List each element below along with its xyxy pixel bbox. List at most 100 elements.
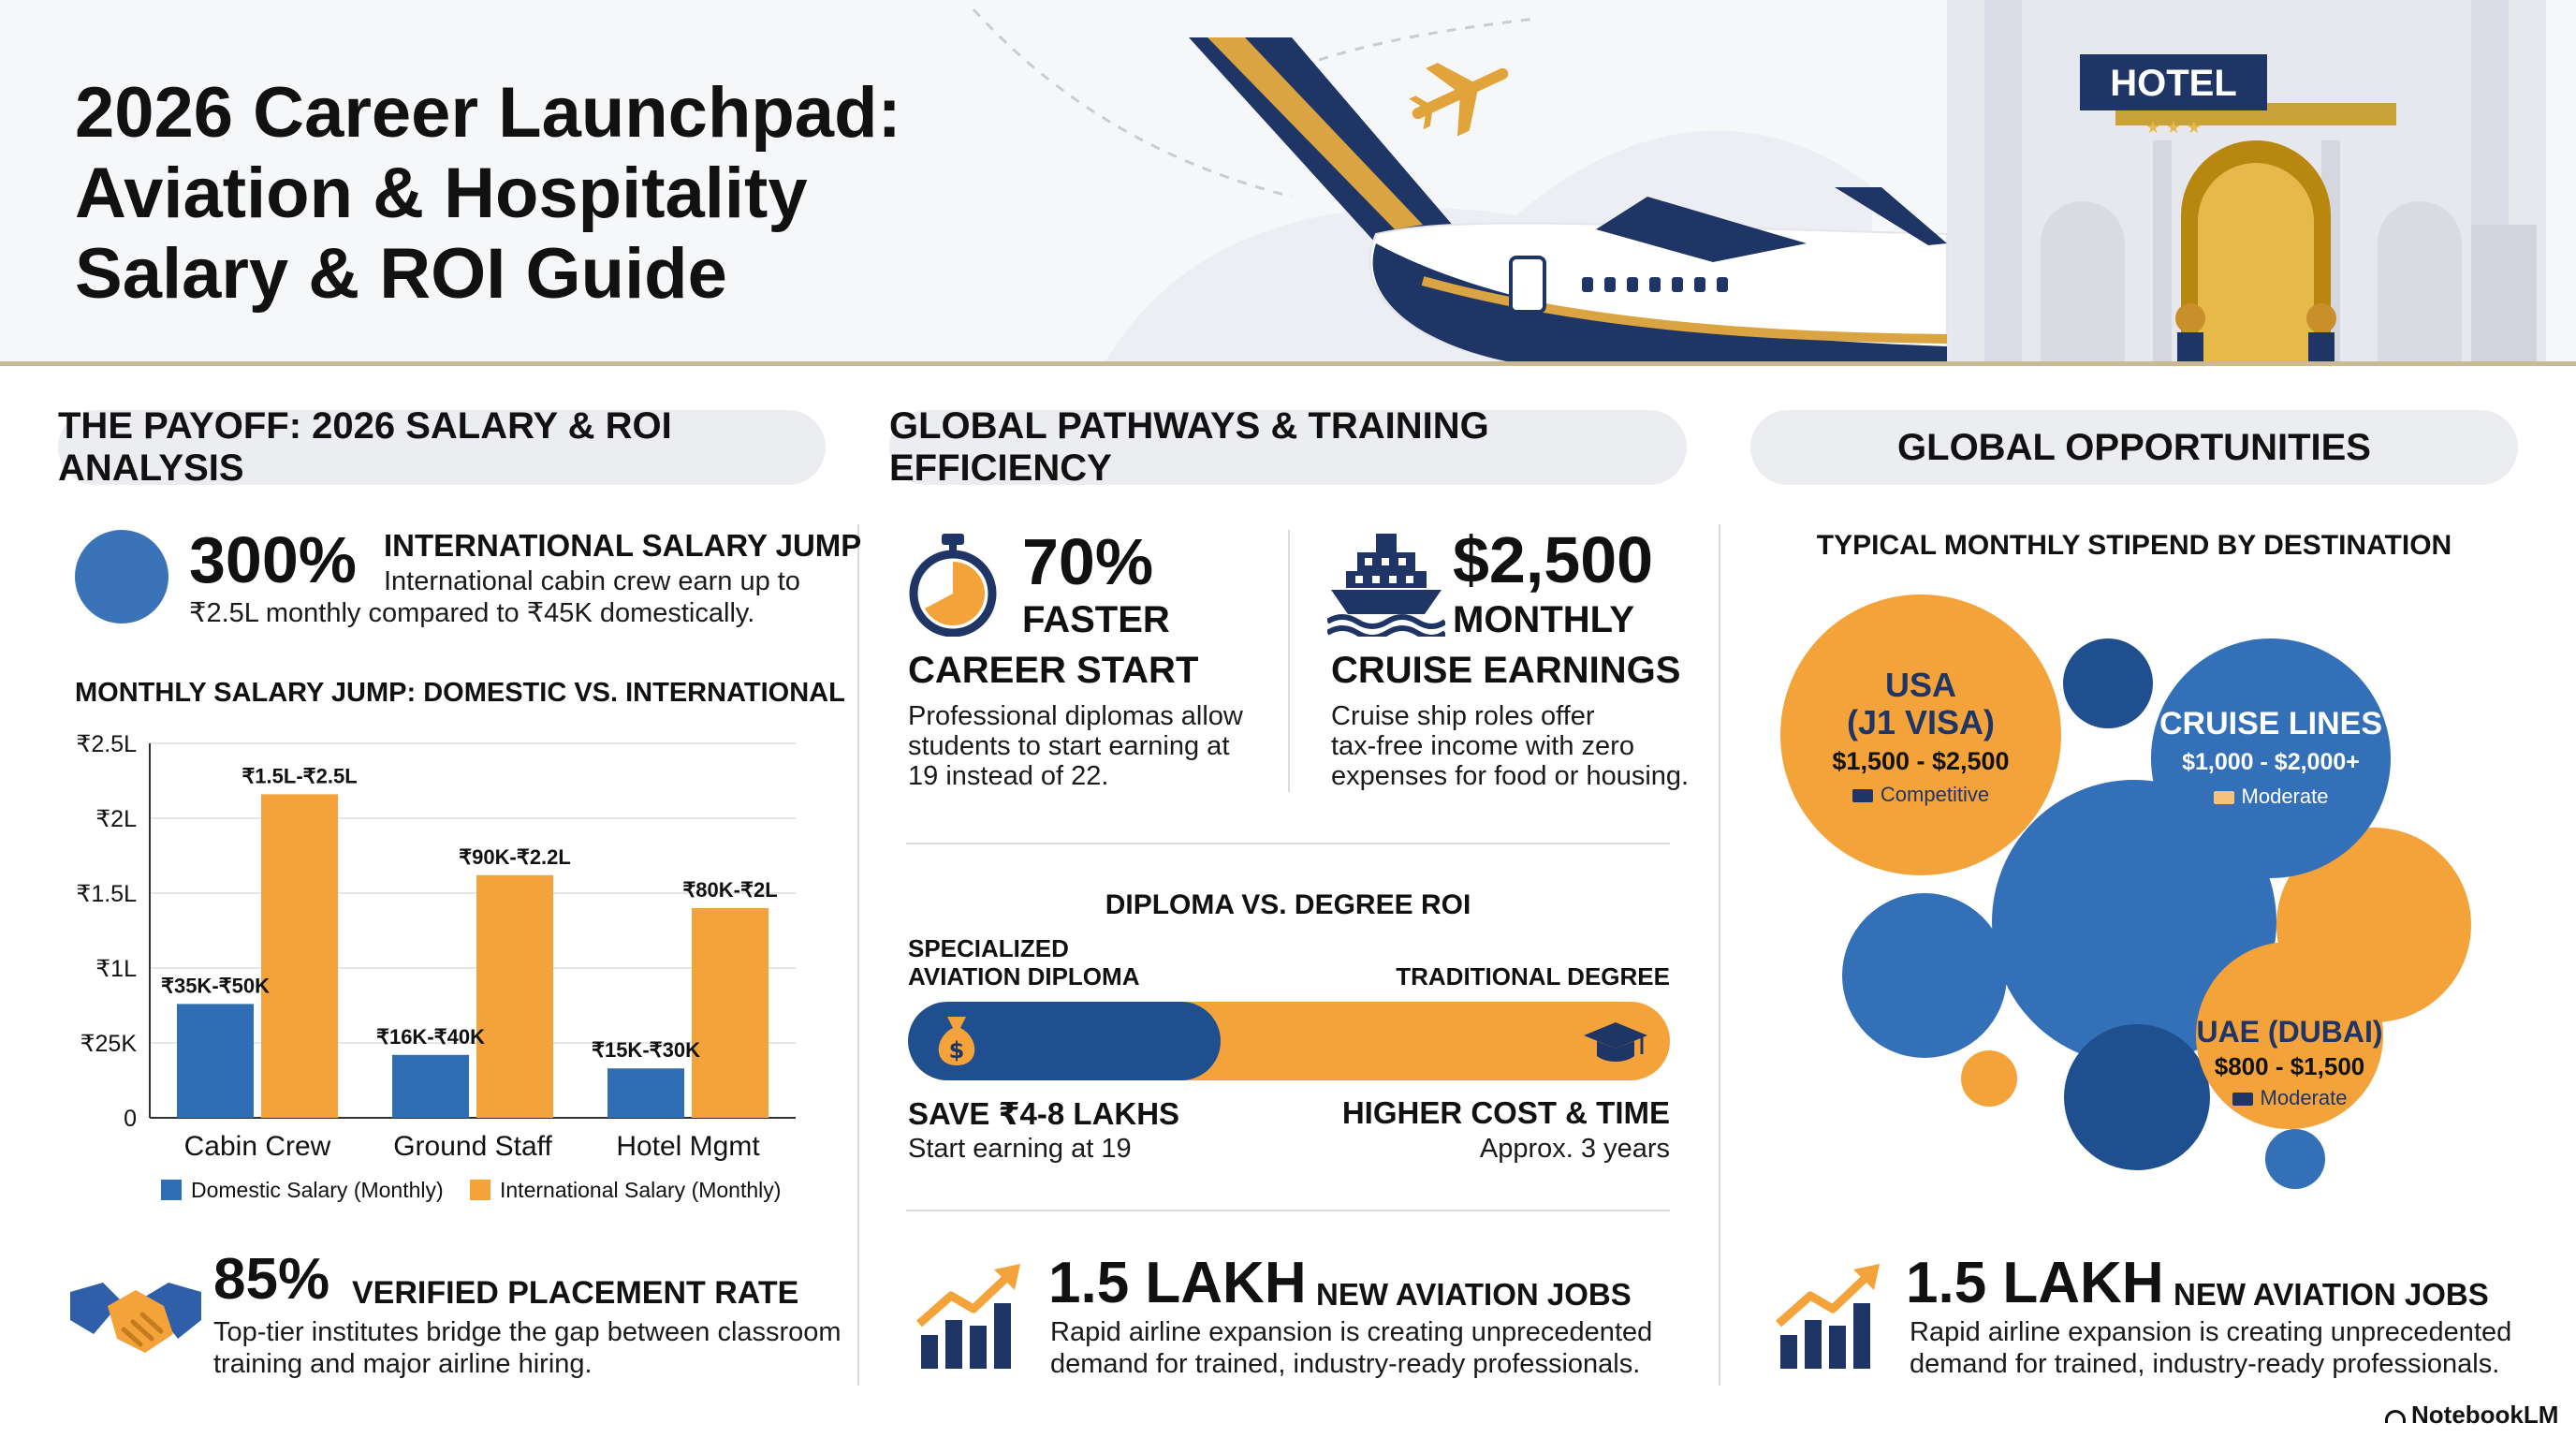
- cruise-desc-1: Cruise ship roles offer: [1331, 701, 1595, 731]
- roi-right-head: HIGHER COST & TIME: [1341, 1095, 1670, 1130]
- cruise-label: CRUISE EARNINGS: [1331, 650, 1681, 691]
- usa-name: USA (J1 VISA): [1780, 667, 2061, 741]
- stipend-bubble-chart: [1780, 594, 2471, 1189]
- uae-name: UAE (DUBAI): [2196, 1015, 2383, 1049]
- bar-value-label: ₹16K-₹40K: [376, 1025, 485, 1049]
- intl-jump-desc-1: International cabin crew earn up to: [384, 566, 800, 596]
- jobs-value-2: 1.5 LAKH: [1906, 1251, 2164, 1315]
- section-header-opportunities: GLOBAL OPPORTUNITIES: [1750, 410, 2518, 485]
- jobs-desc-2-2: demand for trained, industry-ready profe…: [1910, 1349, 2500, 1379]
- airplane-hotel-illustration: HOTEL ★ ★ ★: [972, 0, 2546, 363]
- stipend-title: TYPICAL MONTHLY STIPEND BY DESTINATION: [1816, 530, 2452, 561]
- hotel-building-icon: HOTEL ★ ★ ★: [1947, 0, 2546, 363]
- stat-divider: [1288, 530, 1290, 792]
- faster-value: 70%: [1022, 525, 1154, 598]
- legend-label: International Salary (Monthly): [500, 1178, 781, 1202]
- title-line-2: Aviation & Hospitality: [75, 154, 808, 233]
- intl-jump-desc-2: ₹2.5L monthly compared to ₹45K domestica…: [189, 598, 755, 628]
- legend-swatch: [470, 1180, 490, 1200]
- usa-name-1: USA: [1884, 666, 1956, 704]
- branding: NotebookLM: [2385, 1401, 2558, 1430]
- cruise-ship-icon: [1327, 534, 1445, 637]
- chart-title: MONTHLY SALARY JUMP: DOMESTIC VS. INTERN…: [75, 678, 845, 708]
- jobs-label-2: NEW AVIATION JOBS: [2174, 1277, 2489, 1312]
- jobs-desc-2-1: Rapid airline expansion is creating unpr…: [1910, 1317, 2512, 1347]
- uae-level: Moderate: [2260, 1086, 2348, 1109]
- bubble-small-blue: [2265, 1129, 2325, 1189]
- hotel-sign: HOTEL: [2110, 63, 2237, 104]
- cruise-lines-name: CRUISE LINES: [2159, 706, 2383, 741]
- faster-desc-3: 19 instead of 22.: [908, 761, 1109, 791]
- jobs-label: NEW AVIATION JOBS: [1316, 1277, 1632, 1312]
- roi-left-label-2: AVIATION DIPLOMA: [908, 962, 1140, 990]
- placement-label: VERIFIED PLACEMENT RATE: [352, 1275, 799, 1311]
- bar-value-label: ₹35K-₹50K: [161, 974, 270, 997]
- faster-sub: FASTER: [1022, 599, 1170, 640]
- y-tick-label: 0: [124, 1106, 137, 1132]
- roi-left-label: SPECIALIZED AVIATION DIPLOMA: [908, 934, 1139, 990]
- bubble-cruise: [2151, 638, 2391, 878]
- category-label: Hotel Mgmt: [616, 1131, 760, 1162]
- growth-chart-icon: [1776, 1264, 1880, 1369]
- intl-jump-label: INTERNATIONAL SALARY JUMP: [384, 528, 862, 563]
- small-plane-icon: [1409, 63, 1509, 137]
- cruise-lines-level-row: Moderate: [2130, 785, 2411, 809]
- bar-international: [692, 908, 768, 1118]
- bar-domestic: [607, 1068, 684, 1118]
- bubble-small-orange: [1961, 1050, 2017, 1107]
- placement-desc-2: training and major airline hiring.: [213, 1349, 593, 1379]
- jobs-divider: [906, 1210, 1670, 1211]
- header-divider: [0, 361, 2576, 366]
- blue-dot-icon: [75, 530, 168, 624]
- faster-desc-2: students to start earning at: [908, 731, 1230, 761]
- placement-value: 85%: [213, 1247, 330, 1312]
- hotel-stars: ★ ★ ★: [2145, 118, 2202, 138]
- usa-range: $1,500 - $2,500: [1832, 747, 2010, 775]
- jobs-desc-2: demand for trained, industry-ready profe…: [1050, 1349, 1641, 1379]
- ticket-icon: [2213, 791, 2234, 805]
- cruise-lines-level: Moderate: [2241, 785, 2329, 808]
- category-label: Ground Staff: [393, 1131, 552, 1162]
- money-bag-icon: $: [938, 1017, 975, 1065]
- jobs-value: 1.5 LAKH: [1048, 1251, 1307, 1315]
- category-label: Cabin Crew: [184, 1131, 331, 1162]
- roi-bar: [908, 1002, 1670, 1080]
- cruise-desc-2: tax-free income with zero: [1331, 731, 1634, 761]
- bar-value-label: ₹1.5L-₹2.5L: [242, 764, 357, 787]
- faster-desc-1: Professional diplomas allow: [908, 701, 1243, 731]
- intl-jump-value: 300%: [189, 523, 358, 596]
- section-header-pathways: GLOBAL PATHWAYS & TRAINING EFFICIENCY: [889, 405, 1687, 489]
- legend-label: Domestic Salary (Monthly): [191, 1178, 444, 1202]
- usa-level: Competitive: [1880, 783, 1990, 806]
- placement-desc-1: Top-tier institutes bridge the gap betwe…: [213, 1317, 842, 1347]
- uae-level-row: Moderate: [2149, 1086, 2430, 1110]
- pathways-divider: [906, 843, 1670, 844]
- notebooklm-logo-icon: [2385, 1410, 2406, 1424]
- roi-title: DIPLOMA VS. DEGREE ROI: [1105, 889, 1471, 920]
- bar-value-label: ₹15K-₹30K: [592, 1038, 700, 1062]
- roi-right-sub: Approx. 3 years: [1479, 1134, 1670, 1164]
- legend-swatch: [161, 1180, 182, 1200]
- stopwatch-icon: [909, 534, 997, 637]
- roi-left-sub: Start earning at 19: [908, 1134, 1132, 1164]
- bar-international: [261, 794, 338, 1118]
- y-tick-label: ₹1.5L: [76, 881, 137, 907]
- branding-text: NotebookLM: [2411, 1401, 2559, 1429]
- salary-bar-chart: ₹2.5L ₹2L ₹1.5L ₹1L ₹25K 0 ₹35K-₹50K ₹1.5L-₹2.…: [76, 731, 796, 1202]
- column-divider-2: [1719, 524, 1720, 1386]
- faster-label: CAREER START: [908, 650, 1199, 691]
- y-tick-label: ₹1L: [95, 956, 137, 982]
- bubble-small-navy-top: [2063, 638, 2153, 728]
- header-banner: HOTEL ★ ★ ★: [0, 0, 2576, 363]
- graduation-cap-icon: [1584, 1022, 1647, 1062]
- cruise-value: $2,500: [1453, 523, 1654, 596]
- svg-text:$: $: [949, 1037, 965, 1064]
- cruise-sub: MONTHLY: [1453, 599, 1635, 640]
- column-divider-1: [857, 524, 859, 1386]
- title-line-1: 2026 Career Launchpad:: [75, 73, 901, 153]
- bar-domestic: [177, 1004, 254, 1118]
- airplane-icon: [1189, 37, 1948, 363]
- y-tick-label: ₹25K: [80, 1031, 138, 1057]
- bar-value-label: ₹80K-₹2L: [682, 878, 777, 902]
- roi-left-head: SAVE ₹4-8 LAKHS: [908, 1096, 1180, 1131]
